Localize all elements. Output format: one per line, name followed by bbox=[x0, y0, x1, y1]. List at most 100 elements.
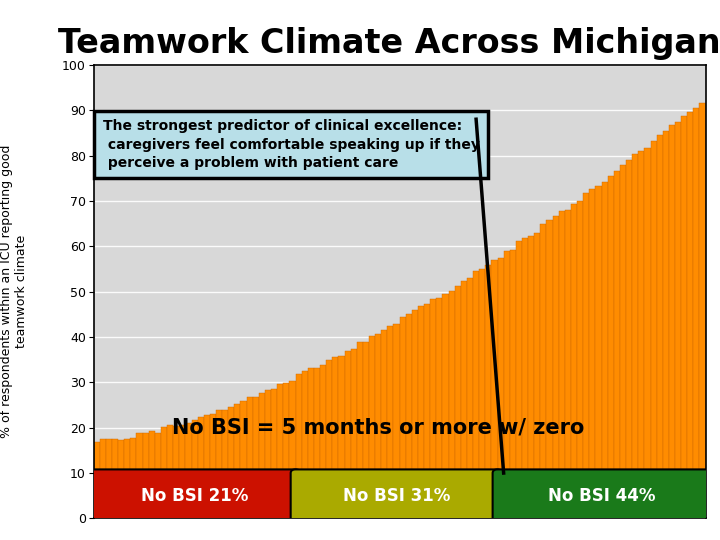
Bar bbox=[504, 251, 510, 518]
Bar bbox=[687, 112, 693, 518]
Bar bbox=[485, 266, 492, 518]
Bar bbox=[284, 383, 289, 518]
Text: The strongest predictor of clinical excellence:
 caregivers feel comfortable spe: The strongest predictor of clinical exce… bbox=[103, 119, 480, 170]
Bar bbox=[265, 390, 271, 518]
Text: No BSI 21%: No BSI 21% bbox=[141, 487, 248, 505]
Bar bbox=[553, 216, 559, 518]
Bar bbox=[461, 281, 467, 518]
Bar bbox=[424, 304, 431, 518]
Bar bbox=[675, 122, 681, 518]
Bar bbox=[602, 182, 608, 518]
Text: % of respondents within an ICU reporting good
teamwork climate: % of respondents within an ICU reporting… bbox=[0, 145, 28, 438]
Bar bbox=[186, 423, 192, 518]
Bar bbox=[400, 317, 406, 518]
Bar bbox=[363, 342, 369, 518]
Bar bbox=[700, 103, 706, 518]
Bar bbox=[571, 204, 577, 518]
Bar bbox=[137, 433, 143, 518]
FancyBboxPatch shape bbox=[89, 469, 300, 522]
Bar bbox=[351, 349, 357, 518]
Bar bbox=[546, 220, 553, 518]
Bar bbox=[112, 439, 118, 518]
Bar bbox=[449, 291, 455, 518]
Bar bbox=[455, 286, 461, 518]
Bar bbox=[394, 324, 400, 518]
Bar bbox=[143, 433, 149, 518]
Bar bbox=[179, 424, 186, 518]
Bar bbox=[657, 136, 662, 518]
Bar bbox=[693, 109, 700, 518]
Bar bbox=[326, 360, 333, 518]
Bar bbox=[516, 241, 522, 518]
Bar bbox=[565, 210, 571, 518]
Bar bbox=[210, 414, 216, 518]
Bar bbox=[595, 186, 602, 518]
Bar bbox=[228, 407, 235, 518]
FancyBboxPatch shape bbox=[291, 469, 503, 522]
Bar bbox=[357, 342, 363, 518]
Bar bbox=[540, 225, 546, 518]
Bar bbox=[608, 176, 613, 518]
Bar bbox=[235, 404, 240, 518]
Bar bbox=[412, 310, 418, 518]
Bar bbox=[289, 381, 296, 518]
Bar bbox=[155, 433, 161, 518]
FancyBboxPatch shape bbox=[492, 469, 714, 522]
Bar bbox=[498, 258, 504, 518]
Bar bbox=[246, 397, 253, 518]
Bar bbox=[197, 417, 204, 518]
Bar bbox=[651, 140, 657, 518]
Bar bbox=[296, 374, 302, 518]
Bar bbox=[534, 233, 540, 518]
Bar bbox=[345, 350, 351, 518]
Bar bbox=[431, 299, 436, 518]
Bar bbox=[222, 410, 228, 518]
Bar bbox=[418, 306, 424, 518]
Text: No BSI 44%: No BSI 44% bbox=[548, 487, 655, 505]
Bar bbox=[99, 439, 106, 518]
Bar bbox=[559, 211, 565, 518]
Bar bbox=[436, 299, 442, 518]
Bar bbox=[528, 236, 534, 518]
Bar bbox=[314, 368, 320, 518]
Bar bbox=[442, 294, 449, 518]
Bar bbox=[204, 415, 210, 518]
Bar bbox=[626, 160, 632, 518]
Bar bbox=[259, 393, 265, 518]
Bar bbox=[510, 249, 516, 518]
Bar bbox=[382, 330, 387, 518]
Bar bbox=[338, 356, 345, 518]
Bar bbox=[613, 171, 620, 518]
Bar bbox=[662, 131, 669, 518]
Bar bbox=[406, 314, 412, 518]
Bar bbox=[632, 154, 638, 518]
Text: Teamwork Climate Across Michigan ICUs: Teamwork Climate Across Michigan ICUs bbox=[58, 27, 720, 60]
Bar bbox=[669, 125, 675, 518]
Bar bbox=[161, 427, 167, 518]
Bar bbox=[277, 384, 284, 518]
Bar bbox=[118, 440, 125, 518]
Bar bbox=[620, 165, 626, 518]
Bar bbox=[94, 442, 99, 518]
Bar bbox=[308, 368, 314, 518]
Bar bbox=[638, 151, 644, 518]
Bar bbox=[387, 326, 394, 518]
Text: No BSI 31%: No BSI 31% bbox=[343, 487, 450, 505]
Bar bbox=[644, 148, 651, 518]
Bar bbox=[130, 438, 137, 518]
Bar bbox=[149, 431, 155, 518]
Bar bbox=[192, 420, 197, 518]
Text: No BSI = 5 months or more w/ zero: No BSI = 5 months or more w/ zero bbox=[172, 417, 585, 438]
Bar bbox=[106, 439, 112, 518]
Bar bbox=[302, 370, 308, 518]
Bar bbox=[253, 397, 259, 518]
Bar bbox=[271, 389, 277, 518]
Bar bbox=[492, 260, 498, 518]
Bar bbox=[480, 269, 485, 518]
Bar bbox=[681, 116, 687, 518]
Bar bbox=[125, 439, 130, 518]
Bar bbox=[369, 336, 375, 518]
Bar bbox=[320, 366, 326, 518]
Bar bbox=[375, 334, 382, 518]
Bar bbox=[467, 278, 473, 518]
